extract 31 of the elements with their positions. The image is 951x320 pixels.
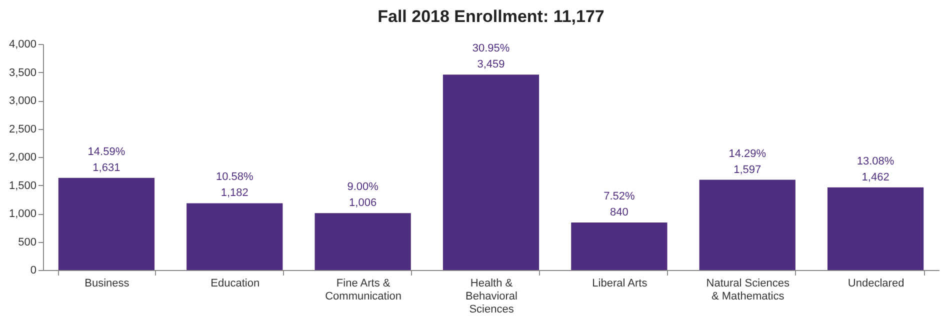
text: 7.52% 840 [604, 190, 635, 219]
text: 14.59% 1,631 [88, 146, 126, 174]
y-tick-label: 3,500 [8, 66, 36, 79]
x-tick-label: Fine Arts & Communication [325, 278, 402, 302]
y-tick-label: 1,000 [8, 208, 36, 220]
x-tick-label: Undeclared [848, 278, 904, 290]
text: 9.00% 1,006 [347, 181, 378, 210]
y-tick-label: 2,000 [8, 152, 36, 164]
bar [571, 222, 668, 270]
y-tick-label: 1,500 [8, 180, 36, 192]
bar [186, 203, 283, 270]
x-tick-label: Natural Sciences & Mathematics [706, 278, 790, 302]
chart-title: Fall 2018 Enrollment: 11,177 [378, 7, 604, 26]
y-tick-label: 2,500 [8, 123, 36, 136]
x-tick-label: Education [210, 278, 260, 290]
y-tick-label: 500 [18, 236, 36, 248]
bar [827, 187, 924, 270]
text: 30.95% 3,459 [472, 42, 510, 71]
y-tick-label: 4,000 [8, 38, 36, 50]
text: 13.08% 1,462 [856, 155, 894, 184]
y-tick-label: 0 [30, 264, 36, 276]
bar [58, 178, 155, 270]
x-tick-label: Business [84, 278, 130, 290]
x-tick-label: Health & Behavioral Sciences [466, 278, 518, 316]
bar [699, 180, 796, 270]
text: 14.29% 1,597 [728, 148, 766, 176]
bar [314, 213, 411, 270]
y-tick-label: 3,000 [8, 95, 36, 107]
x-tick-label: Liberal Arts [592, 278, 648, 290]
text: 10.58% 1,182 [216, 171, 254, 200]
bar [442, 74, 540, 270]
